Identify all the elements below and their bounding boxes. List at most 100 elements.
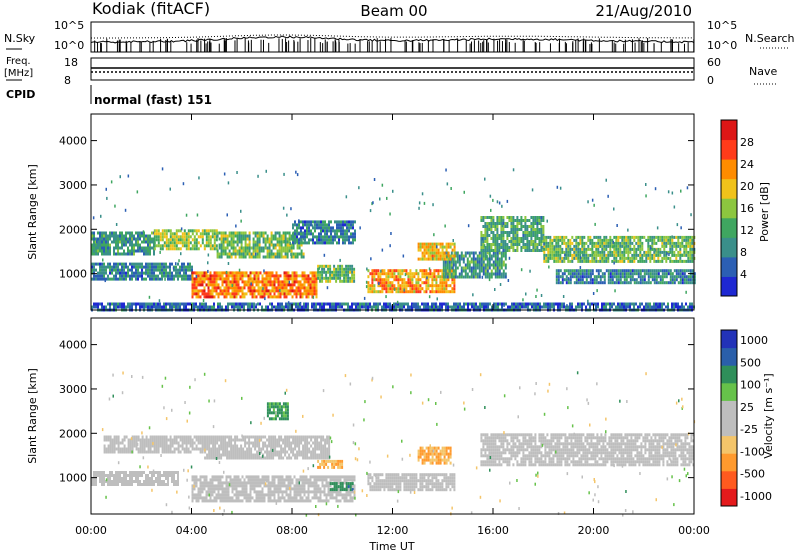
- power-cell: [661, 239, 663, 242]
- power-cell: [342, 220, 344, 223]
- power-cell: [589, 236, 591, 239]
- power-cell: [587, 248, 589, 251]
- power-cell: [627, 254, 629, 257]
- power-cell: [352, 223, 354, 226]
- power-cell: [567, 257, 569, 260]
- power-cell: [486, 240, 488, 243]
- power-cell: [504, 222, 506, 225]
- power-cell: [318, 232, 320, 235]
- power-cell: [432, 246, 434, 249]
- power-cell: [573, 257, 575, 260]
- power-cell: [208, 232, 210, 235]
- power-cell: [208, 283, 210, 286]
- power-cell: [632, 272, 634, 275]
- power-cell: [649, 251, 651, 254]
- power-cell: [206, 244, 208, 247]
- power-cell: [475, 276, 477, 279]
- power-cell: [217, 235, 219, 238]
- power-cell: [537, 303, 539, 306]
- power-cell: [612, 281, 614, 284]
- power-cell: [125, 232, 127, 235]
- power-cell: [170, 241, 172, 244]
- power-cell: [288, 289, 290, 292]
- velocity-cell: [152, 439, 154, 442]
- power-cell: [187, 275, 189, 278]
- nave-label: Nave: [749, 65, 777, 78]
- velocity-cell: [166, 445, 168, 448]
- power-cell: [143, 253, 145, 256]
- power-cell: [479, 255, 481, 258]
- power-cell: [526, 237, 528, 240]
- power-cell: [151, 247, 153, 250]
- power-cell: [212, 277, 214, 280]
- power-cell: [225, 232, 227, 235]
- power-cell: [452, 255, 454, 258]
- power-cell: [306, 235, 308, 238]
- power-cell: [479, 303, 481, 306]
- power-cell: [324, 220, 326, 223]
- power-cell: [326, 229, 328, 232]
- beam-title: Beam 00: [360, 2, 427, 20]
- power-cell: [125, 241, 127, 244]
- power-cell: [538, 216, 540, 219]
- power-cell: [326, 235, 328, 238]
- power-cell: [516, 231, 518, 234]
- power-cell: [443, 303, 445, 306]
- power-cell: [491, 255, 493, 258]
- power-cell: [585, 254, 587, 257]
- power-noise-cell: [543, 243, 545, 246]
- power-cell: [183, 263, 185, 266]
- power-cell: [179, 306, 181, 309]
- power-noise-cell: [366, 268, 368, 271]
- power-cell: [453, 273, 455, 276]
- power-cell: [432, 249, 434, 252]
- power-cell: [255, 241, 257, 244]
- power-cell: [327, 268, 329, 271]
- power-cell: [157, 263, 159, 266]
- power-cell: [635, 254, 637, 257]
- power-cell: [255, 235, 257, 238]
- power-cell: [196, 289, 198, 292]
- power-cell: [129, 306, 131, 309]
- power-cell: [685, 254, 687, 257]
- power-cell: [298, 232, 300, 235]
- power-cell: [300, 238, 302, 241]
- velocity-cell: [114, 448, 116, 451]
- power-cell: [159, 278, 161, 281]
- velocity-cell: [118, 448, 120, 451]
- power-noise-cell: [568, 277, 570, 280]
- power-cell: [562, 272, 564, 275]
- velocity-cell: [158, 436, 160, 439]
- power-cell: [433, 275, 435, 278]
- power-noise-cell: [446, 255, 448, 258]
- power-cell: [521, 303, 523, 306]
- power-cell: [278, 295, 280, 298]
- power-cell: [101, 263, 103, 266]
- power-cell: [230, 274, 232, 277]
- power-cell: [322, 238, 324, 241]
- power-cell: [613, 257, 615, 260]
- power-cell: [189, 269, 191, 272]
- power-cell: [516, 240, 518, 243]
- velocity-cell: [186, 442, 188, 445]
- power-cell: [93, 278, 95, 281]
- power-cell: [271, 238, 273, 241]
- power-cell: [498, 249, 500, 252]
- power-cell: [589, 242, 591, 245]
- power-cell: [345, 274, 347, 277]
- power-cell: [535, 306, 537, 309]
- power-cell: [425, 303, 427, 306]
- power-cell: [540, 228, 542, 231]
- power-cell: [578, 278, 580, 281]
- power-cell: [607, 254, 609, 257]
- power-cell: [216, 292, 218, 295]
- power-cell: [503, 276, 505, 279]
- power-cell: [147, 253, 149, 256]
- velocity-cell: [184, 448, 186, 451]
- power-cell: [553, 260, 555, 263]
- power-noise-cell: [592, 251, 594, 254]
- velocity-cell: [154, 451, 156, 454]
- power-noise-cell: [508, 279, 510, 282]
- power-colorbar-swatch: [721, 257, 737, 277]
- power-cell: [155, 269, 157, 272]
